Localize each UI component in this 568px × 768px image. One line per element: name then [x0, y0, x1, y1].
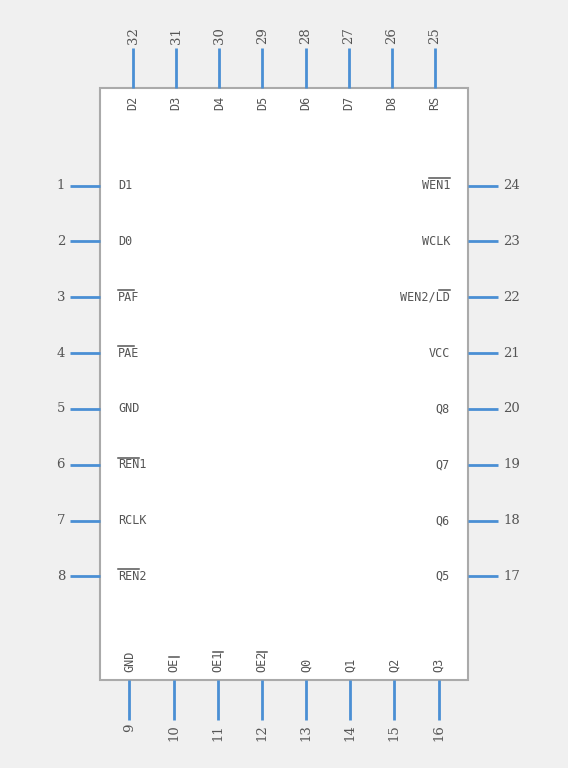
Text: 31: 31 [170, 27, 183, 44]
Text: 13: 13 [299, 724, 312, 741]
Text: D8: D8 [385, 96, 398, 111]
Text: Q1: Q1 [344, 657, 357, 672]
Text: Q7: Q7 [436, 458, 450, 472]
Text: 8: 8 [57, 570, 65, 583]
Text: 16: 16 [432, 724, 445, 741]
Text: 28: 28 [299, 27, 312, 44]
Text: 6: 6 [56, 458, 65, 472]
Text: D2: D2 [127, 96, 140, 111]
Text: WEN1: WEN1 [421, 179, 450, 192]
Text: OE2: OE2 [256, 650, 269, 672]
Text: D6: D6 [299, 96, 312, 111]
Text: RS: RS [428, 96, 441, 111]
Text: 25: 25 [428, 27, 441, 44]
Text: OE1: OE1 [211, 650, 224, 672]
Text: 32: 32 [127, 27, 140, 44]
Text: PAF: PAF [118, 291, 139, 304]
Text: 23: 23 [503, 235, 520, 248]
Text: GND: GND [123, 650, 136, 672]
Text: 15: 15 [388, 724, 401, 741]
Text: 4: 4 [57, 346, 65, 359]
Text: D7: D7 [342, 96, 355, 111]
Text: 1: 1 [57, 179, 65, 192]
Text: 21: 21 [503, 346, 520, 359]
Text: 3: 3 [56, 291, 65, 304]
Text: D5: D5 [256, 96, 269, 111]
Text: GND: GND [118, 402, 139, 415]
Text: D0: D0 [118, 235, 132, 248]
Text: 18: 18 [503, 514, 520, 527]
Text: 30: 30 [213, 27, 226, 44]
Text: 17: 17 [503, 570, 520, 583]
Text: 29: 29 [256, 27, 269, 44]
Text: D3: D3 [170, 96, 183, 111]
Text: Q0: Q0 [299, 657, 312, 672]
Text: 10: 10 [167, 724, 180, 741]
Text: REN2: REN2 [118, 570, 147, 583]
Text: D4: D4 [213, 96, 226, 111]
Text: 14: 14 [344, 724, 357, 741]
Text: RCLK: RCLK [118, 514, 147, 527]
Text: Q2: Q2 [388, 657, 401, 672]
Bar [100, 88, 468, 680]
Text: 20: 20 [503, 402, 520, 415]
Text: OE: OE [167, 657, 180, 672]
Text: 9: 9 [123, 724, 136, 733]
Text: 27: 27 [342, 27, 355, 44]
Text: 24: 24 [503, 179, 520, 192]
Text: Q3: Q3 [432, 657, 445, 672]
Text: REN1: REN1 [118, 458, 147, 472]
Text: PAE: PAE [118, 346, 139, 359]
Text: 5: 5 [57, 402, 65, 415]
Text: 26: 26 [385, 27, 398, 44]
Text: WCLK: WCLK [421, 235, 450, 248]
Text: Q6: Q6 [436, 514, 450, 527]
Text: WEN2/LD: WEN2/LD [400, 291, 450, 304]
Text: 12: 12 [256, 724, 269, 741]
Text: VCC: VCC [429, 346, 450, 359]
Text: 2: 2 [57, 235, 65, 248]
Text: 22: 22 [503, 291, 520, 304]
Text: Q8: Q8 [436, 402, 450, 415]
Text: Q5: Q5 [436, 570, 450, 583]
Text: 7: 7 [56, 514, 65, 527]
Text: D1: D1 [118, 179, 132, 192]
Text: 11: 11 [211, 724, 224, 741]
Text: 19: 19 [503, 458, 520, 472]
